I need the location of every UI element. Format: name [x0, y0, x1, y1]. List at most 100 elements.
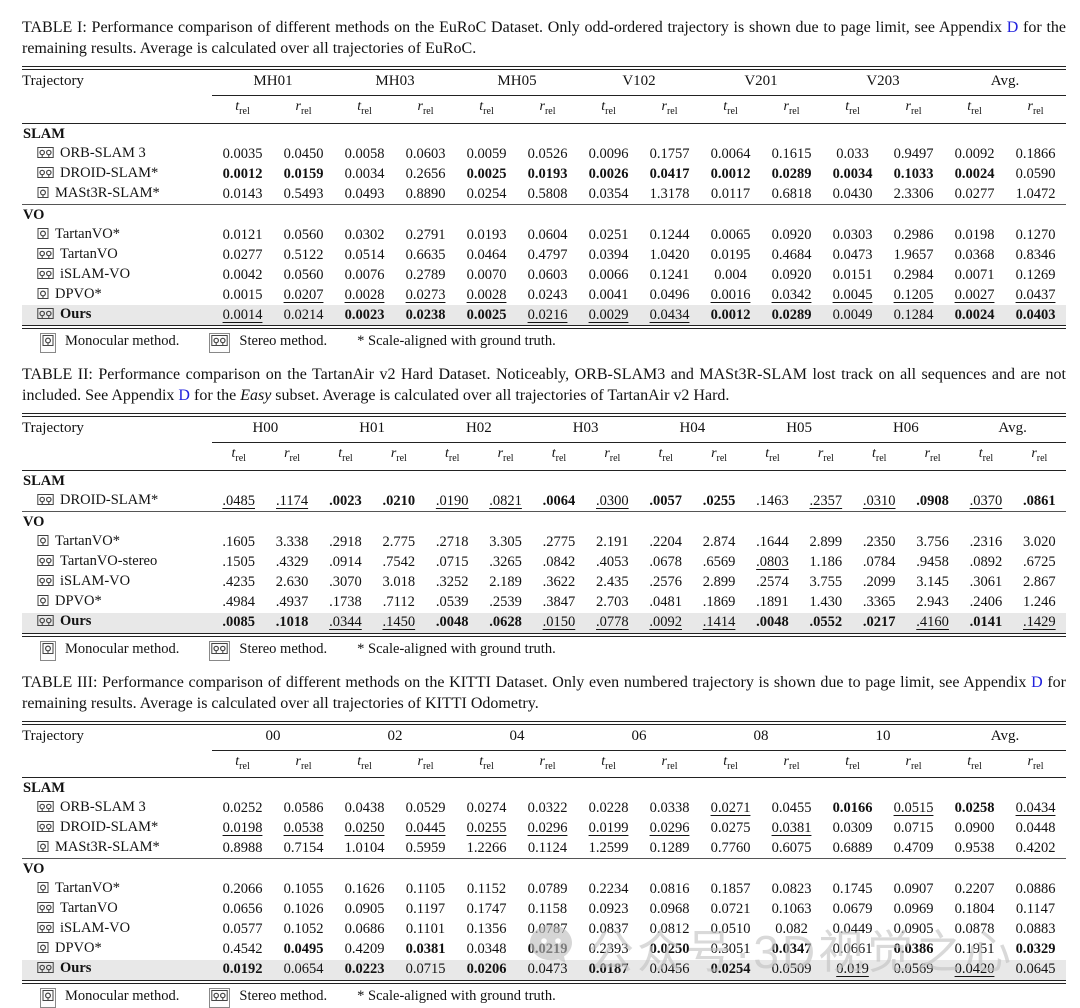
- metric-cell: .3265: [479, 553, 532, 573]
- metric-value: 0.0368: [954, 246, 995, 263]
- metric-value: .0803: [756, 554, 789, 571]
- metric-cell: 0.0027: [944, 285, 1005, 305]
- monocular-camera-icon: [37, 941, 49, 959]
- metric-cell: 0.0886: [1005, 880, 1066, 900]
- trajectory-group-header: 04: [456, 724, 578, 751]
- metric-cell: 0.5493: [273, 184, 334, 204]
- metric-value: 0.0223: [344, 961, 385, 978]
- trajectory-group-header: MH03: [334, 70, 456, 96]
- trajectory-group-header: 00: [212, 724, 334, 751]
- metric-value: 0.0252: [222, 800, 263, 817]
- metric-value: 3.145: [916, 574, 949, 591]
- metric-cell: .1429: [1012, 612, 1066, 633]
- metric-value: 0.0721: [710, 901, 751, 918]
- table-top-rule: [22, 413, 1066, 418]
- metric-value: 0.1269: [1015, 266, 1056, 283]
- metric-cell: 0.1197: [395, 900, 456, 920]
- metric-value: .0370: [969, 492, 1003, 509]
- metric-cell: 0.0526: [517, 144, 578, 164]
- metric-cell: 0.8890: [395, 184, 456, 204]
- metric-cell: 0.0604: [517, 225, 578, 245]
- method-row-mast3r-slam-: MASt3R-SLAM* 0.8988 0.7154 1.0104 0.5959 1.22…: [22, 839, 1066, 859]
- metric-cell: 2.899: [692, 573, 745, 593]
- metric-cell: 0.0049: [822, 305, 883, 326]
- metric-value: 0.0430: [832, 185, 873, 202]
- metric-value: 0.0347: [771, 941, 812, 958]
- metric-value: 0.0886: [1015, 881, 1056, 898]
- metric-value: 0.2656: [405, 165, 446, 182]
- metric-value: 0.0274: [466, 800, 507, 817]
- metric-value: 2.899: [702, 574, 736, 591]
- metric-value: 0.0473: [832, 246, 873, 263]
- appendix-link[interactable]: D: [178, 387, 190, 405]
- metric-cell: 0.0347: [761, 940, 822, 960]
- metric-value: 0.4684: [771, 246, 812, 263]
- metric-value: 0.4542: [222, 941, 263, 958]
- metric-cell: 0.2393: [578, 940, 639, 960]
- metric-cell: 0.0969: [883, 900, 944, 920]
- metric-value: 0.0560: [283, 226, 324, 243]
- metric-value: .4235: [222, 574, 255, 591]
- method-cell: Ours: [22, 612, 212, 633]
- method-row-tartanvo-: TartanVO* 0.0121 0.0560 0.0302 0.2791 0.0193 0…: [22, 225, 1066, 245]
- metric-cell: .7112: [372, 593, 425, 613]
- metric-cell: .3622: [532, 573, 585, 593]
- appendix-link[interactable]: D: [1006, 19, 1019, 36]
- table-caption-kitti: TABLE III: Performance comparison of dif…: [22, 672, 1066, 714]
- trajectory-group-header: H05: [745, 417, 853, 444]
- appendix-link[interactable]: D: [1031, 673, 1043, 691]
- trajectory-group-header: 06: [578, 724, 700, 751]
- metric-value: 0.0258: [954, 800, 995, 817]
- metric-value: 0.0883: [1015, 921, 1056, 938]
- metric-value: 0.1356: [466, 921, 507, 938]
- metric-subheader: rrel: [883, 750, 944, 779]
- metric-value: 0.1857: [710, 881, 751, 898]
- metric-value: 0.1105: [405, 881, 446, 898]
- metric-cell: 0.0654: [273, 959, 334, 980]
- method-row-tartanvo-: TartanVO* .1605 3.338 .2918 2.775 .2718 3.305.…: [22, 533, 1066, 553]
- section-row-slam: SLAM: [22, 471, 1066, 492]
- metric-cell: 0.0070: [456, 265, 517, 285]
- trajectory-group-header: V203: [822, 70, 944, 96]
- metric-value: 0.0386: [893, 941, 934, 958]
- metric-value: 0.2789: [405, 266, 446, 283]
- metric-cell: 0.4684: [761, 245, 822, 265]
- metric-cell: 1.246: [1013, 593, 1066, 613]
- monocular-camera-icon: [37, 881, 49, 899]
- metric-cell: 0.0159: [273, 164, 334, 184]
- metric-cell: 0.9538: [944, 839, 1005, 859]
- metric-cell: .0255: [692, 492, 745, 512]
- metric-cell: .1414: [692, 612, 746, 633]
- metric-cell: 0.0250: [639, 940, 700, 960]
- metric-cell: .2406: [959, 593, 1012, 613]
- metric-cell: 0.4709: [883, 839, 944, 859]
- metric-cell: .0778: [585, 612, 639, 633]
- table-legend: Monocular method. Stereo method. * Scale-a…: [40, 987, 1066, 1008]
- metric-value: 0.1244: [649, 226, 690, 243]
- metric-value: 0.0076: [344, 266, 385, 283]
- metric-value: .0678: [649, 554, 682, 571]
- metric-cell: .3252: [426, 573, 479, 593]
- metric-cell: 0.0450: [273, 144, 334, 164]
- metric-cell: 0.0243: [517, 285, 578, 305]
- metric-cell: 3.338: [265, 533, 318, 553]
- metric-value: 0.0058: [344, 145, 385, 162]
- method-row-ours: Ours 0.0014 0.0214 0.0023 0.0238 0.0025 0.0216…: [22, 305, 1066, 326]
- metric-value: 0.0302: [344, 226, 385, 243]
- metric-cell: .0715: [426, 553, 479, 573]
- metric-cell: 0.6889: [822, 839, 883, 859]
- metric-value: .3061: [969, 574, 1003, 591]
- metric-cell: .0803: [746, 553, 799, 573]
- metric-cell: .0344: [318, 612, 373, 633]
- metric-cell: 0.1244: [639, 225, 700, 245]
- metric-value: .0255: [702, 492, 736, 509]
- metric-value: .0190: [435, 492, 469, 509]
- metric-cell: 0.0381: [395, 940, 456, 960]
- metric-value: 0.1197: [405, 901, 446, 918]
- trajectory-group-header: H02: [425, 417, 533, 444]
- metric-value: 0.0923: [588, 901, 629, 918]
- metric-cell: 0.0493: [334, 184, 395, 204]
- metric-subheader: trel: [532, 442, 586, 472]
- metric-value: 0.0455: [771, 800, 812, 817]
- metric-cell: 0.0151: [822, 265, 883, 285]
